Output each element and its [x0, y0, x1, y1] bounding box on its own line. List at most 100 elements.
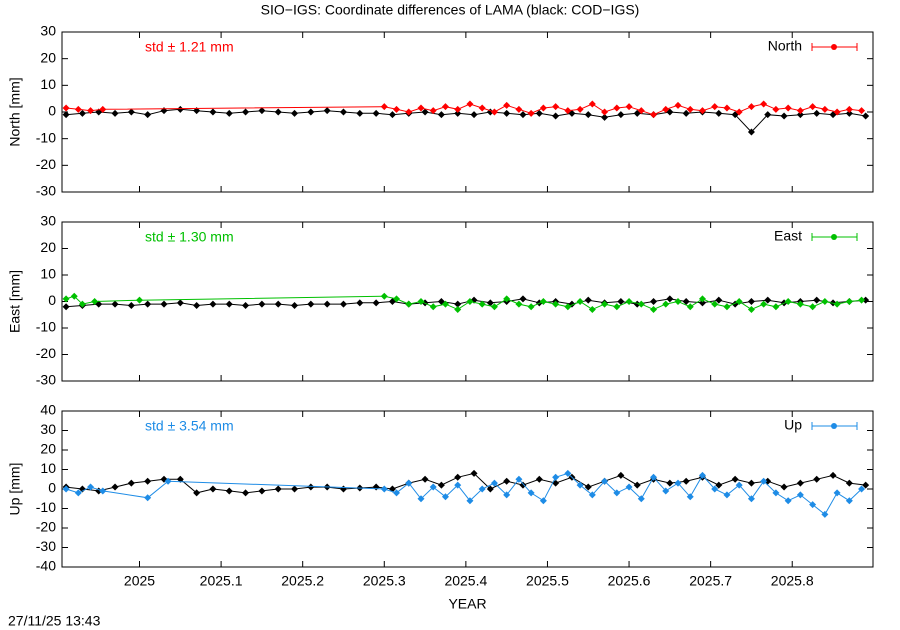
- data-point: [829, 471, 837, 479]
- data-point: [466, 497, 474, 505]
- data-point: [576, 481, 584, 489]
- data-point: [772, 489, 780, 497]
- data-point: [796, 111, 804, 119]
- data-point: [466, 298, 474, 305]
- data-point: [711, 103, 719, 111]
- data-point: [274, 108, 282, 116]
- data-point: [176, 299, 184, 307]
- data-point: [833, 108, 841, 116]
- data-point: [91, 298, 99, 305]
- data-point: [633, 481, 641, 489]
- data-point: [723, 303, 731, 311]
- annotation: std ± 1.21 mm: [145, 39, 234, 55]
- data-point: [809, 501, 817, 509]
- data-point: [821, 510, 829, 518]
- data-point: [617, 298, 625, 305]
- data-point: [441, 103, 449, 111]
- x-tick-label: 2025.3: [363, 573, 406, 589]
- annotation: std ± 3.54 mm: [145, 418, 234, 434]
- data-point: [274, 485, 282, 493]
- data-point: [584, 111, 592, 119]
- data-point: [144, 477, 152, 485]
- data-point: [490, 303, 498, 311]
- data-point: [698, 107, 706, 115]
- data-point: [723, 491, 731, 499]
- data-point: [833, 489, 841, 497]
- data-point: [813, 475, 821, 483]
- data-point: [454, 300, 462, 308]
- data-point: [136, 296, 144, 304]
- data-point: [62, 111, 70, 119]
- data-point: [601, 108, 609, 116]
- data-point: [503, 477, 511, 485]
- data-point: [323, 300, 331, 308]
- data-point: [258, 487, 266, 495]
- data-point: [209, 108, 217, 116]
- data-point: [862, 112, 870, 120]
- data-point: [862, 296, 870, 304]
- y-tick-label: 10: [40, 266, 56, 282]
- y-tick-label: -40: [36, 558, 56, 574]
- data-point: [564, 469, 572, 477]
- data-point: [225, 109, 233, 117]
- data-point: [613, 303, 621, 311]
- data-point: [845, 497, 853, 505]
- data-point: [193, 489, 201, 497]
- data-point: [307, 483, 315, 491]
- data-point: [258, 300, 266, 308]
- data-point: [421, 475, 429, 483]
- data-point: [564, 107, 572, 115]
- data-point: [111, 109, 119, 117]
- data-point: [225, 300, 233, 308]
- x-axis-label: YEAR: [448, 596, 486, 612]
- data-point: [486, 299, 494, 307]
- data-point: [160, 300, 168, 308]
- data-point: [772, 303, 780, 311]
- data-point: [437, 481, 445, 489]
- data-point: [539, 497, 547, 505]
- legend-label: North: [768, 38, 802, 54]
- data-point: [686, 303, 694, 311]
- data-point: [780, 483, 788, 491]
- data-point: [62, 295, 70, 303]
- data-point: [380, 103, 388, 111]
- data-point: [711, 485, 719, 493]
- data-point: [454, 109, 462, 117]
- y-tick-label: -10: [36, 319, 56, 335]
- data-point: [515, 300, 523, 308]
- data-point: [650, 298, 658, 305]
- data-point: [323, 107, 331, 115]
- data-point: [393, 489, 401, 497]
- data-point: [405, 479, 413, 487]
- data-point: [274, 300, 282, 308]
- plot-area: [62, 292, 870, 313]
- data-point: [307, 300, 315, 308]
- data-point: [225, 487, 233, 495]
- data-point: [698, 471, 706, 479]
- data-point: [666, 479, 674, 487]
- data-point: [429, 483, 437, 491]
- plot-area: [62, 100, 870, 136]
- data-point: [780, 112, 788, 120]
- data-point: [715, 481, 723, 489]
- data-point: [144, 494, 152, 502]
- data-point: [486, 485, 494, 493]
- data-point: [291, 301, 299, 309]
- data-point: [535, 475, 543, 483]
- data-point: [784, 298, 792, 305]
- data-point: [356, 109, 364, 117]
- y-tick-label: -10: [36, 129, 56, 145]
- data-point: [862, 481, 870, 489]
- x-tick-label: 2025.6: [608, 573, 651, 589]
- data-point: [617, 471, 625, 479]
- data-point: [393, 295, 401, 303]
- data-point: [564, 303, 572, 311]
- y-axis-label: North [mm]: [7, 77, 23, 146]
- data-point: [764, 296, 772, 304]
- data-point: [478, 104, 486, 112]
- data-point: [552, 473, 560, 481]
- data-point: [821, 105, 829, 113]
- y-tick-label: 20: [40, 239, 56, 255]
- y-tick-label: -10: [36, 499, 56, 515]
